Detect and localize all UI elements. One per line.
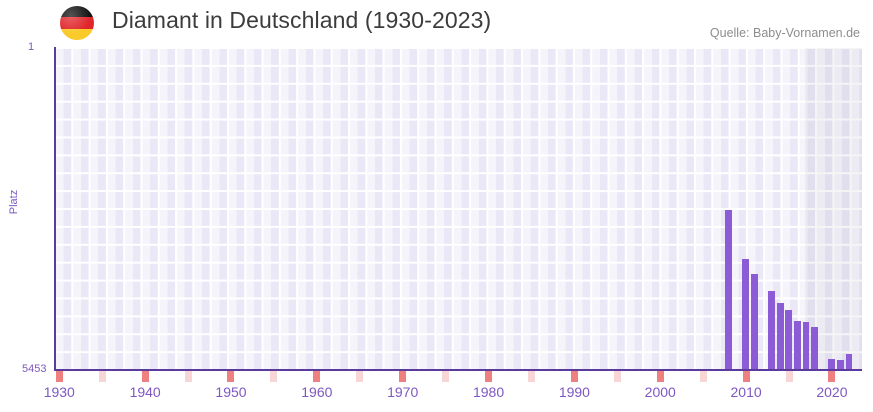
bar: [802, 321, 810, 370]
x-axis-tick-label: 2020: [816, 384, 848, 400]
bar: [845, 354, 853, 370]
bar: [751, 274, 758, 370]
x-axis-tick-label: 2010: [730, 384, 762, 400]
x-tick-minor: [356, 371, 364, 382]
chart-header: Diamant in Deutschland (1930-2023) Quell…: [0, 0, 873, 46]
x-axis-line: [54, 369, 862, 371]
x-tick-major: [55, 371, 63, 382]
x-axis-ticks: [0, 371, 873, 383]
x-axis-tick-label: 2000: [644, 384, 676, 400]
y-axis-line: [54, 47, 56, 371]
y-axis-label-top: 1: [28, 41, 35, 53]
flag-band-black: [60, 6, 94, 18]
bar: [836, 359, 844, 370]
x-tick-minor: [270, 371, 278, 382]
german-flag-icon: [60, 6, 94, 40]
bar: [785, 309, 793, 370]
y-axis-title: Platz: [8, 189, 20, 215]
x-tick-minor: [785, 371, 793, 382]
x-axis-tick-label: 1950: [215, 384, 247, 400]
x-tick-major: [742, 371, 750, 382]
x-axis-labels: 1930 1940 1950 1960 1970 1980 1990 2000 2010 2020: [0, 384, 873, 406]
x-tick-major: [570, 371, 578, 382]
bar: [776, 303, 784, 370]
x-tick-minor: [184, 371, 192, 382]
x-axis-tick-label: 1960: [301, 384, 333, 400]
plot-area: [55, 48, 862, 370]
x-tick-minor: [613, 371, 621, 382]
bar: [768, 291, 776, 370]
bar: [828, 359, 836, 370]
x-axis-tick-label: 1980: [472, 384, 505, 400]
bar: [794, 320, 801, 370]
shaded-recent-region: [805, 48, 862, 370]
x-tick-major: [227, 371, 235, 382]
bar: [725, 210, 733, 370]
x-tick-major: [141, 371, 149, 382]
x-tick-major: [656, 371, 664, 382]
bar: [742, 259, 750, 370]
x-tick-minor: [527, 371, 535, 382]
x-tick-major: [399, 371, 407, 382]
x-tick-minor: [98, 371, 106, 382]
x-tick-minor: [442, 371, 450, 382]
x-tick-major: [313, 371, 321, 382]
x-tick-major: [485, 371, 493, 382]
x-axis-tick-label: 1930: [43, 384, 75, 400]
flag-band-red: [60, 17, 94, 29]
bar: [811, 326, 819, 370]
page-title: Diamant in Deutschland (1930-2023): [112, 7, 492, 33]
x-axis-tick-label: 1970: [387, 384, 419, 400]
y-axis-label-bottom: 5453: [22, 363, 47, 375]
flag-gloss: [60, 6, 94, 40]
flag-band-gold: [60, 28, 94, 40]
source-attribution: Quelle: Baby-Vornamen.de: [709, 26, 860, 40]
bar-series: [55, 48, 862, 370]
x-tick-major: [828, 371, 836, 382]
x-axis-tick-label: 1940: [129, 384, 161, 400]
x-tick-minor: [699, 371, 707, 382]
x-axis-tick-label: 1990: [558, 384, 590, 400]
